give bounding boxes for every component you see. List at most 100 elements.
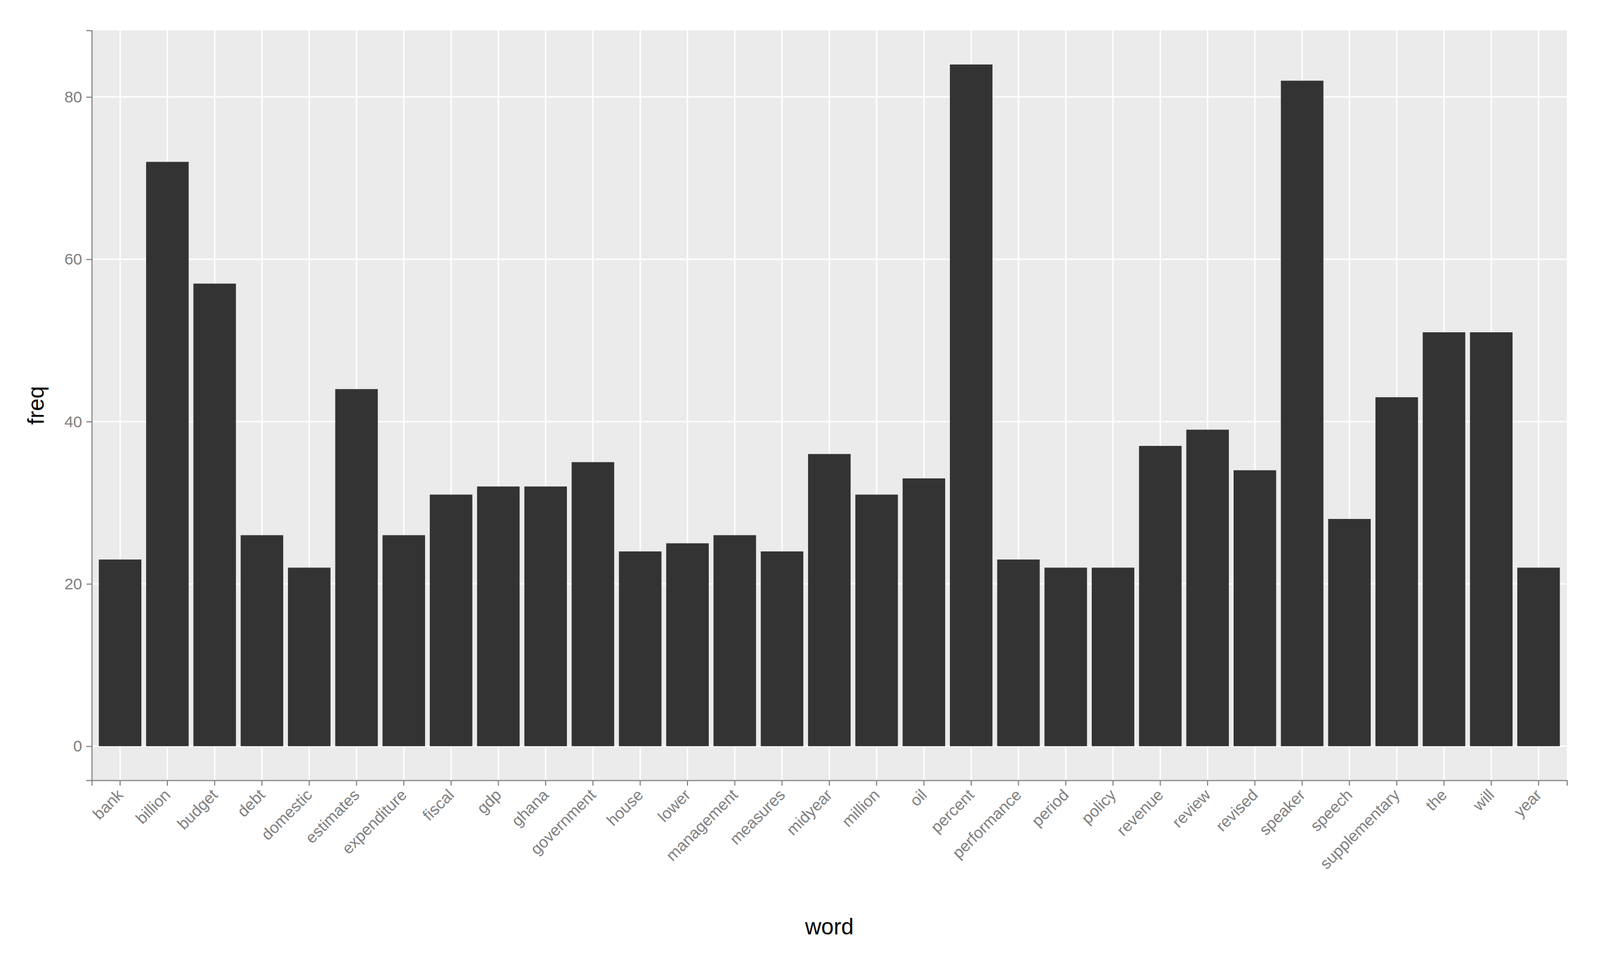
x-tick: budget [173,780,222,834]
x-tick-label: government [526,785,600,859]
bar [713,534,757,747]
bar [1422,332,1466,747]
x-tick-mark [781,780,783,786]
chart-svg: 020406080bankbillionbudgetdebtdomestices… [0,0,1600,960]
x-tick: lower [654,780,694,826]
bar [288,567,331,747]
x-tick-mark [261,780,263,786]
bar [1375,397,1419,747]
x-tick: house [603,780,647,829]
x-tick: revenue [1113,780,1167,839]
bar [760,551,804,747]
x-axis: bankbillionbudgetdebtdomesticestimatesex… [89,780,1568,873]
x-tick: speech [1306,780,1356,835]
bar [146,162,189,747]
x-tick-label: gdp [473,785,505,818]
x-tick-mark [450,780,452,786]
x-tick-label: speaker [1255,785,1309,839]
x-tick-mark [1065,780,1067,786]
bar [902,478,946,747]
x-tick: billion [132,780,174,828]
x-tick: debt [233,780,269,821]
x-tick-label: midyear [782,785,836,839]
plot: 020406080bankbillionbudgetdebtdomestices… [64,30,1568,873]
bar [1328,518,1371,747]
bar [997,559,1040,747]
y-tick-label: 20 [64,574,83,593]
x-tick-mark [639,780,641,786]
bar [98,559,142,747]
x-tick-mark [923,780,925,786]
y-tick-mark [86,96,92,98]
bar [1091,567,1135,747]
chart-container: 020406080bankbillionbudgetdebtdomestices… [0,0,1600,960]
bars [98,64,1560,747]
x-tick-mark [166,780,168,786]
x-tick-label: supplementary [1316,785,1403,872]
x-tick-label: fiscal [419,785,458,824]
y-tick: 80 [64,88,92,106]
x-tick: bank [89,780,127,823]
bar [382,534,426,747]
x-tick: million [838,780,883,831]
y-tick-mark [86,421,92,423]
x-tick-mark [497,780,499,786]
bar [524,486,567,747]
x-tick-label: budget [173,785,222,834]
x-tick-label: expenditure [338,785,411,858]
x-tick: midyear [782,780,836,839]
y-axis-title: freq [23,386,49,425]
x-tick-mark [1348,780,1350,786]
x-tick-mark [734,780,736,786]
y-axis: 0 20 40 60 80 [64,30,93,781]
bar [1044,567,1087,747]
bar [477,486,520,747]
bar [666,543,709,747]
x-tick-mark [308,780,310,786]
bar [618,551,662,747]
bar [1139,445,1182,747]
x-tick-label: ghana [507,785,552,830]
bar [1469,332,1513,747]
x-tick: period [1028,780,1072,830]
bar [429,494,473,747]
bar [1517,567,1560,747]
x-tick: measures [726,780,789,848]
x-tick: will [1468,780,1498,815]
x-tick-mark [1301,780,1303,786]
x-tick-mark [1490,780,1492,786]
x-tick: revised [1212,780,1262,835]
y-tick-label: 0 [73,737,83,755]
x-tick: performance [948,780,1025,862]
y-tick: 60 [64,250,92,268]
x-tick: ghana [507,780,552,830]
x-tick-label: revenue [1113,785,1167,839]
x-tick-mark [403,780,405,786]
x-tick-label: will [1468,785,1498,815]
bar [571,462,615,747]
x-tick-label: million [838,785,883,830]
x-tick: gdp [473,780,505,818]
grid [91,30,1567,781]
x-tick-label: the [1421,785,1451,814]
x-tick: supplementary [1316,780,1403,873]
x-axis-line [92,780,1568,787]
x-tick-label: management [662,785,742,865]
x-tick-mark [119,780,121,786]
bar [855,494,899,747]
y-tick: 0 [73,737,92,755]
x-tick: speaker [1255,780,1309,839]
y-axis-line [86,30,93,781]
x-tick-mark [876,780,878,786]
bar [949,64,993,747]
x-tick-mark [970,780,972,786]
x-tick-mark [828,780,830,786]
bar [1186,429,1229,747]
bar [240,534,284,747]
x-tick-label: measures [726,785,789,848]
x-tick-label: review [1168,785,1214,831]
x-tick-label: year [1510,785,1546,821]
x-tick-mark [355,780,357,786]
y-tick: 40 [64,412,92,431]
x-tick-label: revised [1212,785,1262,835]
